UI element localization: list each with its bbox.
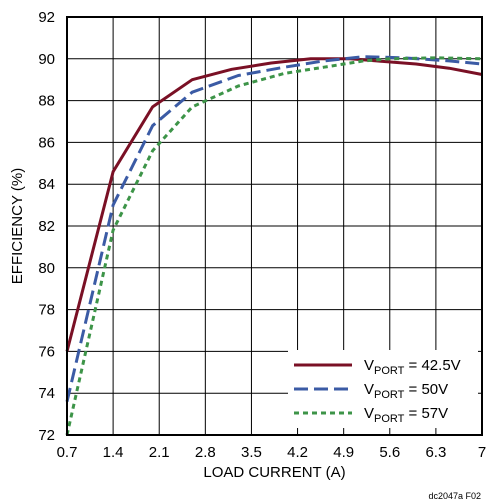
series-line-1 (65, 57, 483, 352)
figure-code: dc2047a F02 (428, 491, 481, 501)
x-tick-label: 2.8 (195, 444, 216, 461)
y-axis-label: EFFICIENCY (%) (9, 168, 26, 284)
x-tick-label: 1.4 (103, 444, 124, 461)
x-tick-label: 3.5 (241, 444, 262, 461)
legend-label-subscript: PORT (374, 389, 405, 401)
y-tick-labels: 72 74 76 78 80 82 84 86 88 90 92 (38, 9, 55, 444)
legend-label-2: VPORT = 50V (364, 381, 448, 401)
legend-label-subscript: PORT (374, 365, 405, 377)
y-tick-label: 84 (38, 176, 55, 193)
legend-label-value: = 57V (404, 405, 448, 422)
series-line-3 (65, 56, 483, 436)
x-tick-label: 4.9 (333, 444, 354, 461)
legend-label-3: VPORT = 57V (364, 405, 448, 425)
x-tick-label: 4.2 (287, 444, 308, 461)
y-tick-label: 78 (38, 302, 55, 319)
y-tick-label: 92 (38, 9, 55, 26)
x-tick-labels: 0.7 1.4 2.1 2.8 3.5 4.2 4.9 5.6 6.3 7 (57, 444, 486, 461)
legend-label-main: V (364, 405, 374, 422)
y-tick-label: 80 (38, 260, 55, 277)
x-tick-label: 0.7 (57, 444, 78, 461)
legend-label-1: VPORT = 42.5V (364, 357, 461, 377)
y-tick-label: 88 (38, 93, 55, 110)
x-tick-label: 6.3 (425, 444, 446, 461)
series-lines (65, 55, 483, 436)
x-tick-label: 7 (478, 444, 486, 461)
legend-label-value: = 42.5V (404, 357, 460, 374)
y-tick-label: 82 (38, 218, 55, 235)
x-axis-label: LOAD CURRENT (A) (203, 464, 345, 481)
plot-border (66, 16, 483, 436)
legend-label-main: V (364, 381, 374, 398)
y-tick-label: 86 (38, 134, 55, 151)
x-tick-label: 2.1 (149, 444, 170, 461)
x-tick-label: 5.6 (379, 444, 400, 461)
y-tick-label: 90 (38, 51, 55, 68)
y-tick-label: 74 (38, 385, 55, 402)
legend-label-value: = 50V (404, 381, 448, 398)
y-tick-label: 76 (38, 343, 55, 360)
series-line-2 (65, 55, 483, 402)
y-tick-label: 72 (38, 427, 55, 444)
legend-label-main: V (364, 357, 374, 374)
legend-label-subscript: PORT (374, 413, 405, 425)
